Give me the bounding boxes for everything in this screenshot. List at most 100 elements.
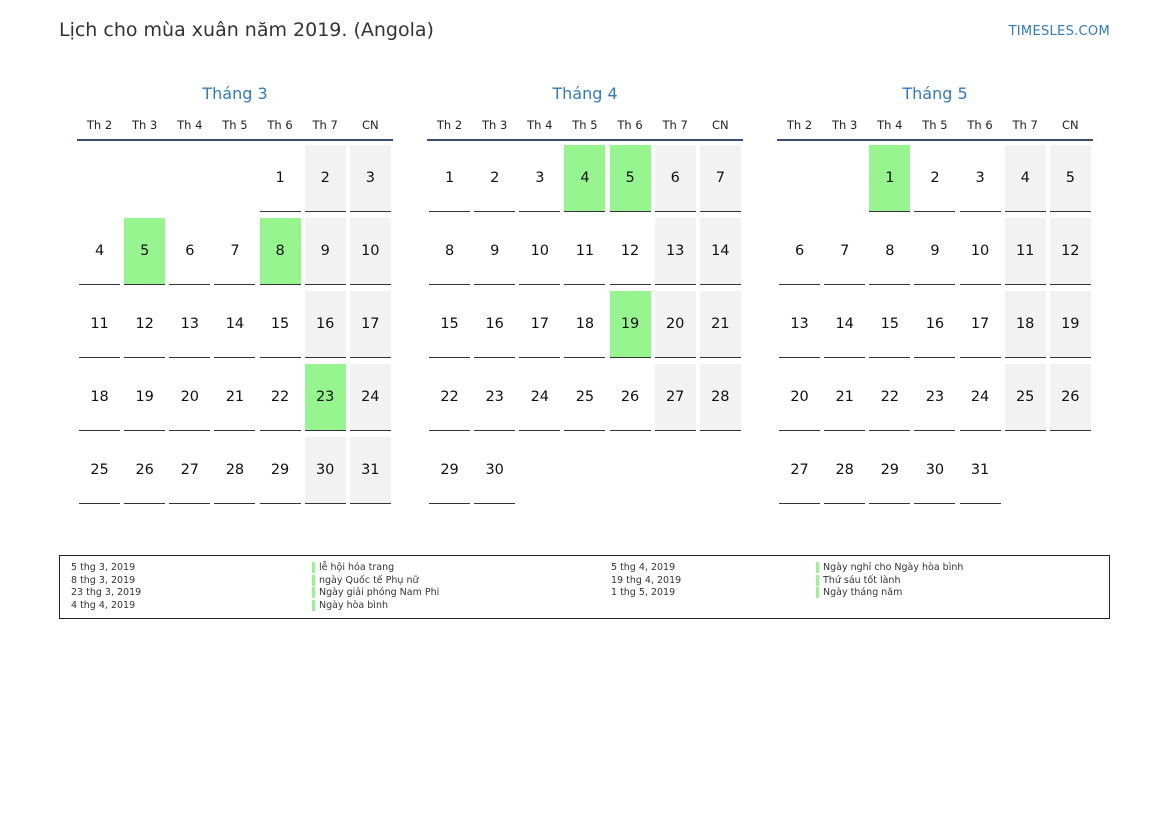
day-cell: 10 <box>519 218 561 285</box>
day-cell: 12 <box>1049 218 1091 285</box>
day-cell: 27 <box>654 364 696 431</box>
legend-line: Ngày giải phóng Nam Phi <box>312 587 440 600</box>
legend-line: Thứ sáu tốt lành <box>816 574 963 588</box>
day-cell: 4 <box>79 218 121 285</box>
day-cell: 9 <box>914 218 956 285</box>
day-cell: 5 <box>1049 145 1091 212</box>
day-cell: 21 <box>214 364 256 431</box>
day-cell: 30 <box>304 437 346 504</box>
weekday-label: Th 3 <box>132 118 158 132</box>
legend-line: Ngày hòa bình <box>312 599 439 613</box>
day-cell: 29 <box>869 437 911 504</box>
holiday-legend: 5 thg 3, 2019 8 thg 3, 2019 23 thg 3, 2019… <box>59 555 1110 619</box>
weekday-label: Th 5 <box>222 118 248 132</box>
day-cell: 28 <box>214 437 256 504</box>
day-cell: 14 <box>214 291 256 358</box>
day-cell: 18 <box>1004 291 1046 358</box>
day-cell: 31 <box>959 437 1001 504</box>
weekday-label: Th 5 <box>572 118 598 132</box>
day-cell: 11 <box>79 291 121 358</box>
day-cell: 6 <box>779 218 821 285</box>
legend-holiday-name: ngày Quốc tế Phụ nữ <box>312 574 419 586</box>
day-cell: 25 <box>1004 364 1046 431</box>
day-cell: 1 <box>429 145 471 212</box>
day-cell: 15 <box>429 291 471 358</box>
day-cell: 7 <box>824 218 866 285</box>
weekday-label: Th 7 <box>312 118 338 132</box>
legend-holiday-name: Ngày giải phóng Nam Phi <box>312 587 440 598</box>
day-cell: 24 <box>959 364 1001 431</box>
day-cell: 20 <box>169 364 211 431</box>
day-cell: 10 <box>959 218 1001 285</box>
day-cell: 16 <box>304 291 346 358</box>
empty-cell <box>214 145 255 212</box>
holiday-day-cell: 4 <box>564 145 606 212</box>
day-cell: 19 <box>124 364 166 431</box>
weekday-label: Th 2 <box>86 118 113 132</box>
day-cell: 7 <box>214 218 256 285</box>
day-cell: 12 <box>609 218 651 285</box>
legend-dates-left: 5 thg 3, 2019 8 thg 3, 2019 23 thg 3, 2019… <box>71 562 141 612</box>
brand-link[interactable]: TIMESLES.COM <box>1008 24 1110 39</box>
weekday-label: Th 2 <box>436 118 463 132</box>
day-cell: 21 <box>824 364 866 431</box>
holiday-day-cell: 5 <box>609 145 651 212</box>
holiday-day-cell: 5 <box>124 218 166 285</box>
page-title: Lịch cho mùa xuân năm 2019. (Angola) <box>59 19 434 41</box>
day-cell: 20 <box>779 364 821 431</box>
legend-line: ngày Quốc tế Phụ nữ <box>312 574 439 588</box>
holiday-day-cell: 1 <box>869 145 911 212</box>
day-cell: 13 <box>654 218 696 285</box>
holiday-day-cell: 8 <box>259 218 301 285</box>
legend-holiday-name: Thứ sáu tốt lành <box>816 574 901 586</box>
weekday-header: Th 2 Th 3 Th 4 Th 5 Th 6 Th 7 CN <box>77 111 393 141</box>
legend-date: 8 thg 3, 2019 <box>71 574 136 586</box>
weekday-label: Th 4 <box>527 118 553 132</box>
day-cell: 4 <box>1004 145 1046 212</box>
day-cell: 13 <box>779 291 821 358</box>
day-cell: 27 <box>779 437 821 504</box>
day-cell: 24 <box>519 364 561 431</box>
day-cell: 26 <box>609 364 651 431</box>
legend-line: 23 thg 3, 2019 <box>71 587 141 600</box>
day-cell: 3 <box>349 145 391 212</box>
weekday-label: Th 4 <box>177 118 203 132</box>
day-cell: 22 <box>869 364 911 431</box>
day-cell: 8 <box>869 218 911 285</box>
day-cell: 17 <box>349 291 391 358</box>
day-cell: 25 <box>564 364 606 431</box>
day-cell: 3 <box>959 145 1001 212</box>
day-cell: 30 <box>474 437 516 504</box>
day-cell: 9 <box>304 218 346 285</box>
legend-names-left: lễ hội hóa trang ngày Quốc tế Phụ nữ Ngày … <box>312 562 440 613</box>
day-cell: 17 <box>519 291 561 358</box>
day-cell: 22 <box>429 364 471 431</box>
day-cell: 14 <box>699 218 741 285</box>
weekday-label: CN <box>361 118 379 132</box>
day-cell: 8 <box>429 218 471 285</box>
legend-line: 5 thg 3, 2019 <box>71 562 141 575</box>
empty-cell <box>79 145 120 212</box>
day-cell: 31 <box>349 437 391 504</box>
day-cell: 18 <box>79 364 121 431</box>
day-cell: 12 <box>124 291 166 358</box>
day-cell: 11 <box>564 218 606 285</box>
day-cell: 17 <box>959 291 1001 358</box>
weekday-label: Th 3 <box>832 118 858 132</box>
day-cell: 10 <box>349 218 391 285</box>
legend-holiday-name: Ngày tháng năm <box>816 587 903 598</box>
legend-date: 23 thg 3, 2019 <box>71 587 142 598</box>
weekday-label: Th 7 <box>1012 118 1038 132</box>
legend-date: 19 thg 4, 2019 <box>611 574 682 586</box>
day-cell: 15 <box>869 291 911 358</box>
legend-line: 5 thg 4, 2019 <box>611 562 681 575</box>
legend-dates-right: 5 thg 4, 2019 19 thg 4, 2019 1 thg 5, 2019 <box>611 562 681 600</box>
day-cell: 28 <box>824 437 866 504</box>
empty-cell <box>779 145 820 212</box>
weekday-header: Th 2 Th 3 Th 4 Th 5 Th 6 Th 7 CN <box>777 111 1093 141</box>
day-cell: 9 <box>474 218 516 285</box>
day-cell: 18 <box>564 291 606 358</box>
day-cell: 2 <box>304 145 346 212</box>
